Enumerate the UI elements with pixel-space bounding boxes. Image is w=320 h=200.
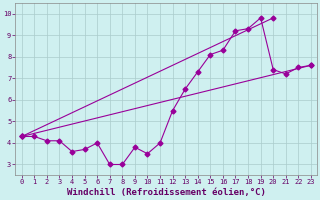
X-axis label: Windchill (Refroidissement éolien,°C): Windchill (Refroidissement éolien,°C) xyxy=(67,188,266,197)
